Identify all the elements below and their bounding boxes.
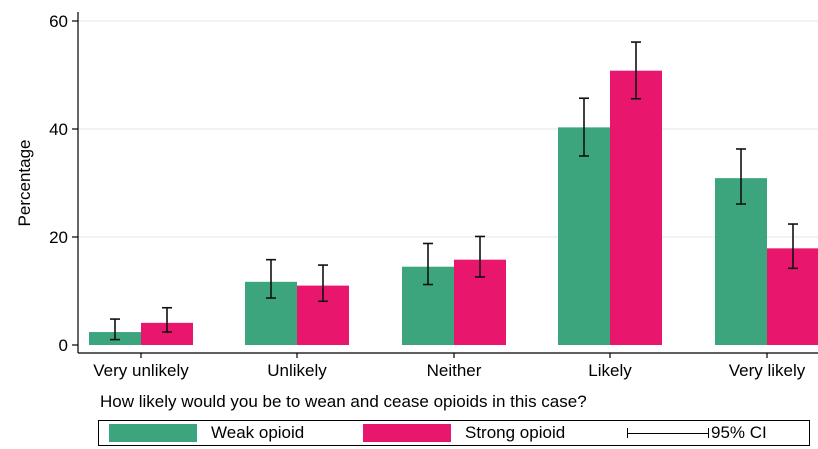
error-bar-strong-0 (162, 306, 172, 333)
error-bar-strong-1 (318, 264, 328, 303)
x-axis-title: How likely would you be to wean and ceas… (100, 392, 587, 411)
legend-item-strong: Strong opioid (363, 421, 565, 445)
y-axis-label: Percentage (15, 140, 34, 227)
bar-weak-3 (558, 127, 610, 345)
y-tick-label: 20 (49, 228, 68, 247)
error-bars (110, 41, 798, 341)
bars (89, 70, 818, 346)
y-tick-label: 60 (49, 12, 68, 31)
y-tick-label: 0 (59, 336, 68, 355)
legend-swatch-strong (363, 424, 451, 442)
error-bar-strong-3 (631, 41, 641, 100)
error-bar-weak-0 (110, 318, 120, 341)
axes: 0 20 40 60 Very unlikely Unlikely Neither Likel… (49, 12, 818, 380)
legend-item-ci: 95% CI (627, 421, 767, 445)
error-bar-weak-4 (736, 148, 746, 205)
error-bar-weak-2 (423, 242, 433, 286)
bar-weak-4 (715, 178, 767, 345)
error-bar-weak-3 (579, 97, 589, 157)
legend: Weak opioid Strong opioid 95% CI (98, 420, 810, 446)
x-tick-label: Unlikely (267, 361, 327, 380)
legend-swatch-weak (109, 424, 197, 442)
error-bar-strong-4 (788, 223, 798, 270)
x-tick-label: Likely (588, 361, 632, 380)
error-bar-strong-2 (475, 235, 485, 278)
ci-line-icon (627, 424, 709, 442)
legend-label-weak: Weak opioid (211, 423, 305, 442)
x-tick-label: Very unlikely (93, 361, 189, 380)
y-tick-label: 40 (49, 120, 68, 139)
bar-strong-0 (141, 322, 193, 345)
legend-item-weak: Weak opioid (109, 421, 304, 445)
legend-label-ci: 95% CI (711, 423, 767, 442)
legend-label-strong: Strong opioid (465, 423, 566, 442)
x-tick-label: Very likely (729, 361, 806, 380)
error-bar-weak-1 (266, 258, 276, 299)
x-tick-label: Neither (427, 361, 482, 380)
bar-strong-3 (610, 70, 662, 346)
